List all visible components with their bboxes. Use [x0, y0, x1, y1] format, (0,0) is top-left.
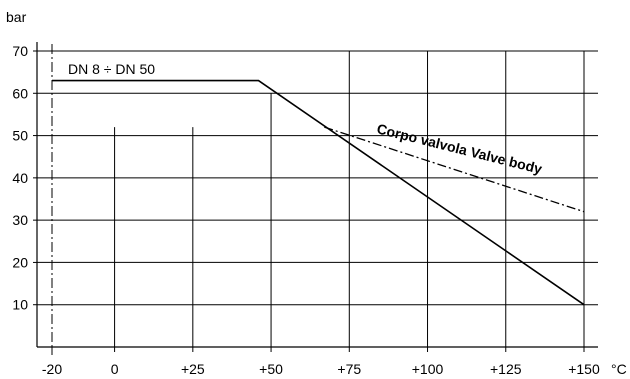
x-tick-label: +150 — [568, 361, 600, 377]
x-tick-label: +75 — [337, 361, 361, 377]
series-lines — [52, 79, 585, 306]
x-axis-unit: °C — [611, 361, 627, 377]
x-tick-label: +50 — [259, 361, 283, 377]
labels: 10 20 30 40 50 60 70 -20 0 +25 +50 +75 +100 +125 +150 b… — [6, 9, 627, 377]
x-tick-label: +100 — [412, 361, 444, 377]
y-tick-label: 40 — [12, 170, 28, 186]
y-tick-label: 70 — [12, 43, 28, 59]
y-tick-label: 30 — [12, 212, 28, 228]
y-axis-unit: bar — [6, 9, 27, 25]
grid — [37, 50, 598, 347]
x-tick-label: 0 — [111, 361, 119, 377]
x-tick-label: -20 — [42, 361, 62, 377]
y-tick-label: 20 — [12, 254, 28, 270]
series-line-1 — [324, 126, 585, 213]
x-tick-label: +25 — [181, 361, 205, 377]
x-tick-label: +125 — [490, 361, 522, 377]
y-tick-label: 10 — [12, 297, 28, 313]
y-tick-label: 60 — [12, 85, 28, 101]
series-label-valve-body: Corpo valvola Valve body — [375, 120, 544, 177]
axes — [33, 42, 598, 355]
series-label-dn: DN 8 ÷ DN 50 — [68, 61, 155, 77]
series-line-0 — [52, 79, 585, 306]
y-tick-label: 50 — [12, 128, 28, 144]
